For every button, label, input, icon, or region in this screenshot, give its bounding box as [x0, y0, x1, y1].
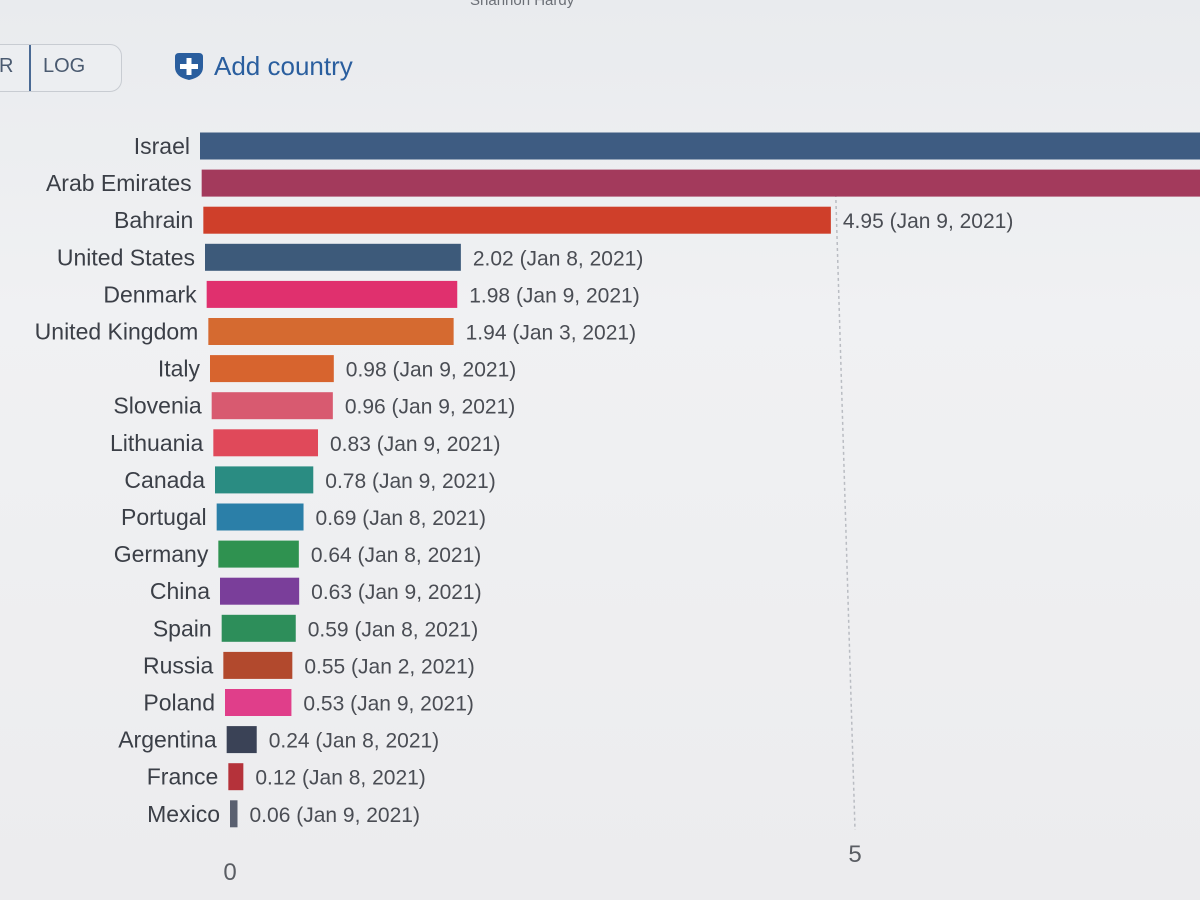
bar	[218, 540, 299, 568]
value-label: 0.12 (Jan 8, 2021)	[255, 767, 425, 790]
value-label: 1.94 (Jan 3, 2021)	[466, 322, 636, 345]
bar	[225, 689, 292, 716]
bar	[201, 169, 1200, 197]
category-label: Spain	[153, 615, 212, 641]
value-label: 0.53 (Jan 9, 2021)	[303, 693, 473, 716]
value-label: 0.06 (Jan 9, 2021)	[250, 804, 420, 827]
category-label: Russia	[143, 652, 214, 678]
value-label: 0.98 (Jan 9, 2021)	[346, 359, 516, 382]
add-country-label: Add country	[214, 50, 353, 81]
x-tick-label: 0	[223, 859, 236, 886]
value-label: 0.96 (Jan 9, 2021)	[345, 396, 515, 419]
plus-icon	[175, 53, 203, 80]
value-label: 0.78 (Jan 9, 2021)	[325, 470, 495, 493]
category-label: Germany	[114, 541, 209, 567]
bars	[200, 132, 1200, 828]
bar	[226, 726, 257, 754]
value-label: 0.83 (Jan 9, 2021)	[330, 433, 500, 456]
value-label: 0.69 (Jan 8, 2021)	[316, 507, 486, 530]
category-label: Lithuania	[110, 430, 204, 456]
value-label: 0.55 (Jan 2, 2021)	[304, 655, 474, 678]
category-label: China	[150, 578, 210, 604]
bar	[223, 651, 293, 679]
bar	[203, 206, 831, 234]
x-tick-label: 5	[848, 841, 861, 868]
value-label: 0.59 (Jan 8, 2021)	[308, 618, 478, 641]
attribution-text: Shannon Hardy	[470, 0, 575, 9]
bar	[211, 392, 333, 420]
value-label: 0.64 (Jan 8, 2021)	[311, 544, 481, 567]
category-label: Italy	[158, 356, 201, 382]
bar	[206, 280, 458, 308]
bar	[200, 132, 1200, 160]
bar	[210, 355, 334, 383]
bar	[221, 614, 296, 642]
value-label: 0.63 (Jan 9, 2021)	[311, 581, 481, 604]
value-label: 0.24 (Jan 8, 2021)	[269, 730, 439, 753]
bar	[228, 763, 244, 791]
category-label: France	[147, 764, 219, 790]
bar	[205, 243, 461, 271]
log-scale-button[interactable]: LOG	[43, 55, 86, 77]
labels: 051015IsraelArab Emirates10.99Bahrain4.9…	[35, 133, 1014, 886]
chart-toolbar: R LOG Add country	[0, 40, 1200, 92]
bar	[213, 429, 319, 457]
gridline-5	[834, 169, 856, 831]
category-label: Slovenia	[113, 393, 201, 419]
scale-toggle: R LOG	[0, 44, 122, 92]
linear-scale-label: R	[0, 55, 14, 77]
add-country-button[interactable]: Add country	[172, 48, 353, 84]
category-label: Portugal	[121, 504, 207, 530]
bar	[216, 503, 304, 531]
category-label: Argentina	[118, 727, 217, 753]
category-label: Mexico	[147, 801, 220, 827]
linear-scale-button[interactable]: R	[0, 45, 31, 91]
value-label: 2.02 (Jan 8, 2021)	[473, 247, 643, 270]
top-strip: Shannon Hardy	[0, 0, 1200, 16]
bar	[208, 318, 454, 345]
bar	[230, 800, 238, 828]
category-label: Bahrain	[114, 207, 193, 233]
category-label: Israel	[134, 133, 190, 159]
category-label: Arab Emirates	[46, 170, 192, 196]
category-label: United Kingdom	[35, 319, 199, 345]
value-label: 4.95 (Jan 9, 2021)	[843, 210, 1013, 233]
category-label: Poland	[143, 690, 215, 716]
bar	[220, 577, 300, 605]
grid-lines	[834, 169, 856, 831]
category-label: Canada	[124, 467, 205, 493]
category-label: United States	[57, 244, 195, 270]
category-label: Denmark	[103, 281, 197, 307]
bar	[215, 466, 314, 494]
value-label: 1.98 (Jan 9, 2021)	[469, 284, 639, 307]
